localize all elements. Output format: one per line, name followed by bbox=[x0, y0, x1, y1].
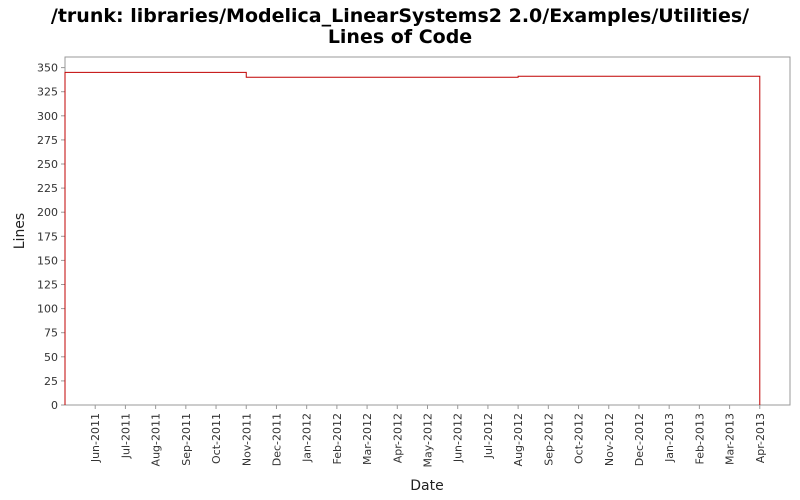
x-tick-label: Apr-2012 bbox=[391, 413, 404, 463]
x-tick-label: Dec-2011 bbox=[270, 413, 283, 466]
x-axis-label: Date bbox=[410, 478, 443, 494]
y-tick-label: 175 bbox=[37, 230, 58, 243]
y-tick-label: 100 bbox=[37, 303, 58, 316]
x-tick-label: Sep-2011 bbox=[180, 413, 193, 466]
x-tick-label: Jan-2012 bbox=[301, 413, 314, 463]
y-tick-label: 75 bbox=[44, 327, 58, 340]
x-tick-label: Feb-2012 bbox=[331, 413, 344, 464]
x-tick-label: Mar-2012 bbox=[361, 413, 374, 465]
chart-title: Lines of Code bbox=[328, 26, 472, 48]
y-tick-label: 250 bbox=[37, 158, 58, 171]
x-tick-label: May-2012 bbox=[422, 413, 435, 468]
y-tick-label: 225 bbox=[37, 182, 58, 195]
y-tick-label: 150 bbox=[37, 254, 58, 267]
y-tick-label: 325 bbox=[37, 86, 58, 99]
y-axis-label: Lines bbox=[12, 213, 28, 249]
x-tick-label: Aug-2011 bbox=[150, 413, 163, 466]
x-tick-label: Oct-2012 bbox=[573, 413, 586, 464]
x-tick-label: Jun-2011 bbox=[89, 413, 102, 463]
x-tick-label: Dec-2012 bbox=[633, 413, 646, 466]
x-tick-label: Nov-2011 bbox=[240, 413, 253, 466]
x-tick-label: Jun-2012 bbox=[452, 413, 465, 463]
x-tick-label: Mar-2013 bbox=[724, 413, 737, 465]
plot-area bbox=[64, 56, 791, 406]
x-tick-label: Feb-2013 bbox=[693, 413, 706, 464]
y-tick-label: 125 bbox=[37, 279, 58, 292]
x-tick-label: Jan-2013 bbox=[663, 413, 676, 463]
x-tick-label: Jul-2012 bbox=[482, 413, 495, 459]
y-tick-label: 50 bbox=[44, 351, 58, 364]
chart-title: /trunk: libraries/Modelica_LinearSystems… bbox=[51, 5, 749, 27]
y-tick-label: 200 bbox=[37, 206, 58, 219]
x-tick-label: Apr-2013 bbox=[754, 413, 767, 463]
y-tick-label: 25 bbox=[44, 375, 58, 388]
x-tick-label: Oct-2011 bbox=[210, 413, 223, 464]
x-tick-label: Jul-2011 bbox=[119, 413, 132, 459]
y-tick-label: 0 bbox=[51, 399, 58, 412]
line-series bbox=[64, 71, 761, 405]
y-tick-label: 275 bbox=[37, 134, 58, 147]
x-tick-label: Aug-2012 bbox=[512, 413, 525, 466]
y-tick-label: 350 bbox=[37, 62, 58, 75]
x-tick-label: Sep-2012 bbox=[542, 413, 555, 466]
x-tick-label: Nov-2012 bbox=[603, 413, 616, 466]
y-tick-label: 300 bbox=[37, 110, 58, 123]
